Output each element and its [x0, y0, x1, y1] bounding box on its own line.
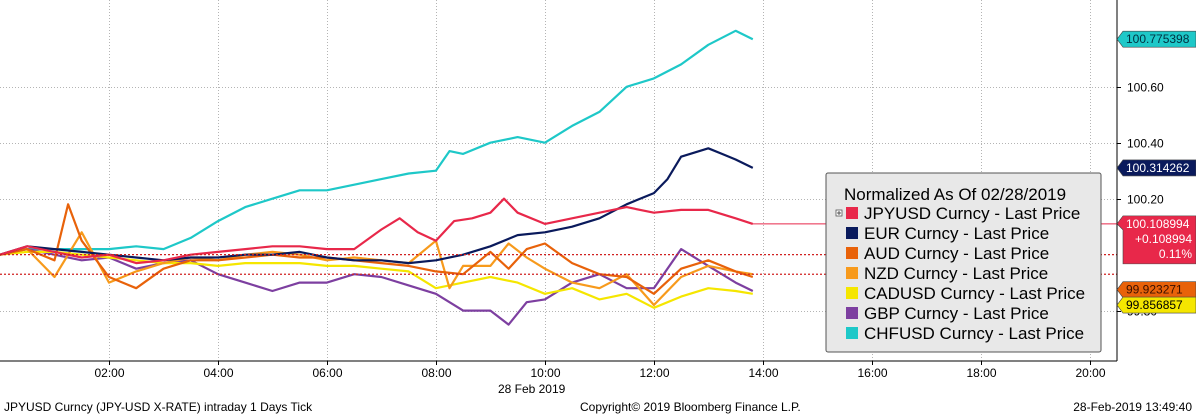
- jpy-tag-change: +0.108994: [1135, 232, 1192, 246]
- legend-swatch-3: [846, 267, 858, 279]
- x-tick-label: 12:00: [639, 366, 669, 380]
- x-tick-label: 08:00: [421, 366, 451, 380]
- legend-entry-6: CHFUSD Curncy - Last Price: [864, 324, 1084, 343]
- chf-last-tag-box: [1116, 30, 1196, 48]
- jpy-tag-change-pct: 0.11%: [1159, 247, 1192, 261]
- x-tick-label: 10:00: [530, 366, 560, 380]
- series-line-5: [0, 248, 754, 326]
- footer-copyright: Copyright© 2019 Bloomberg Finance L.P.: [580, 400, 801, 414]
- legend-entry-5: GBP Curncy - Last Price: [864, 304, 1049, 323]
- y-tick-label: 100.20: [1127, 193, 1164, 207]
- legend-entry-3: NZD Curncy - Last Price: [864, 264, 1048, 283]
- cad-last-tag-label: 99.856857: [1126, 298, 1183, 312]
- eur-last-tag-box: [1116, 159, 1196, 177]
- footer-security-description: JPYUSD Curncy (JPY-USD X-RATE) intraday …: [4, 400, 313, 414]
- series-line-0: [0, 197, 754, 265]
- expand-toggle-icon[interactable]: [835, 209, 843, 217]
- aud-last-tag: 99.923271: [1116, 281, 1196, 298]
- x-tick-label: 16:00: [857, 366, 887, 380]
- cad-last-tag: 99.856857: [1116, 296, 1196, 314]
- legend-swatch-1: [846, 227, 858, 239]
- x-tick-label: 02:00: [94, 366, 124, 380]
- legend-entry-4: CADUSD Curncy - Last Price: [864, 284, 1085, 303]
- price-tags: 100.775398 100.314262 100.108994+0.1089940…: [1116, 30, 1196, 314]
- legend-swatch-4: [846, 287, 858, 299]
- y-tick-label: 100.40: [1127, 137, 1164, 151]
- x-axis-label: 28 Feb 2019: [498, 382, 566, 396]
- aud-last-tag-box: [1116, 281, 1196, 298]
- legend-title: Normalized As Of 02/28/2019: [844, 185, 1066, 204]
- series-lines: [0, 29, 754, 326]
- series-line-2: [0, 203, 754, 295]
- x-tick-label: 06:00: [312, 366, 342, 380]
- footer-timestamp: 28-Feb-2019 13:49:40: [1073, 400, 1192, 414]
- x-tick-label: 14:00: [748, 366, 778, 380]
- y-tick-label: 100.60: [1127, 81, 1164, 95]
- footer: JPYUSD Curncy (JPY-USD X-RATE) intraday …: [0, 399, 1196, 416]
- x-tick-label: 20:00: [1075, 366, 1105, 380]
- legend-swatch-2: [846, 247, 858, 259]
- legend-background: [825, 172, 1102, 353]
- x-tick-label: 04:00: [203, 366, 233, 380]
- x-tick-label: 18:00: [966, 366, 996, 380]
- legend-swatch-0: [846, 207, 858, 219]
- legend-swatch-6: [846, 327, 858, 339]
- legend-entry-1: EUR Curncy - Last Price: [864, 224, 1049, 243]
- legend-swatch-5: [846, 307, 858, 319]
- jpy-tag-last: 100.108994: [1126, 217, 1190, 231]
- aud-last-tag-label: 99.923271: [1126, 283, 1183, 297]
- jpy-tag-box: [1116, 215, 1196, 265]
- legend-entry-2: AUD Curncy - Last Price: [864, 244, 1049, 263]
- chf-last-tag: 100.775398: [1116, 30, 1196, 48]
- cad-last-tag-box: [1116, 296, 1196, 314]
- legend-entry-0: JPYUSD Curncy - Last Price: [864, 204, 1080, 223]
- eur-last-tag-label: 100.314262: [1126, 161, 1190, 175]
- eur-last-tag: 100.314262: [1116, 159, 1196, 177]
- chf-last-tag-label: 100.775398: [1126, 32, 1190, 46]
- series-line-1: [0, 147, 754, 265]
- series-line-6: [0, 29, 754, 256]
